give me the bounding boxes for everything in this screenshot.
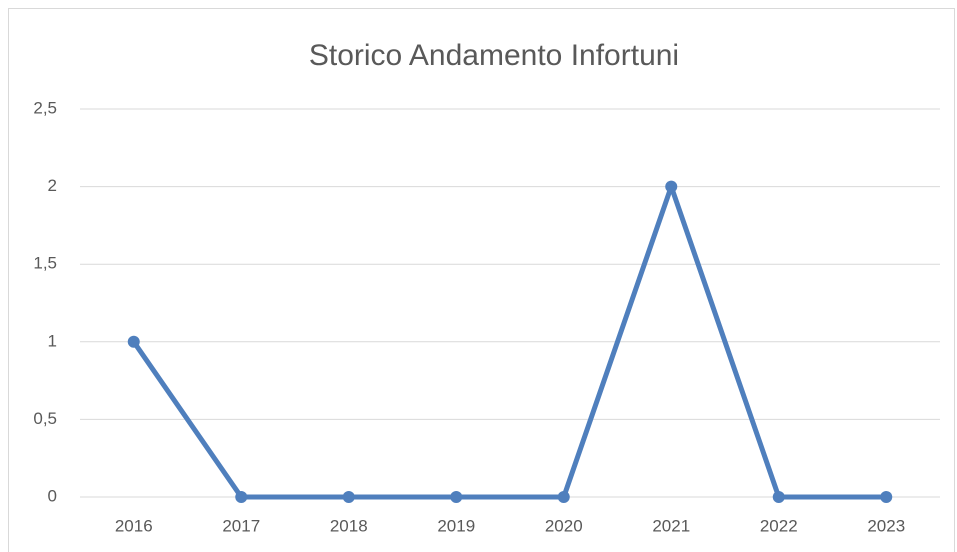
data-point [557, 491, 570, 503]
y-tick-label: 1,5 [33, 254, 57, 273]
data-point [450, 491, 463, 503]
y-tick-label: 2,5 [33, 98, 57, 117]
x-tick-label: 2016 [115, 516, 153, 535]
x-tick-label: 2019 [437, 516, 475, 535]
data-point [235, 491, 248, 503]
x-tick-label: 2021 [652, 516, 690, 535]
series-line [131, 184, 887, 500]
data-point [772, 491, 785, 503]
chart-title: Storico Andamento Infortuni [309, 39, 679, 72]
chart-frame [8, 8, 955, 552]
data-point [880, 491, 893, 503]
y-tick-label: 2 [48, 176, 57, 195]
data-point [665, 180, 678, 193]
x-tick-label: 2018 [330, 516, 368, 535]
data-point [342, 491, 355, 503]
y-tick-label: 1 [48, 331, 57, 350]
data-point [127, 335, 140, 348]
x-tick-label: 2023 [867, 516, 905, 535]
y-tick-label: 0,5 [33, 409, 57, 428]
x-tick-label: 2020 [545, 516, 583, 535]
x-tick-label: 2017 [222, 516, 260, 535]
y-tick-label: 0 [48, 486, 57, 505]
x-tick-label: 2022 [760, 516, 798, 535]
